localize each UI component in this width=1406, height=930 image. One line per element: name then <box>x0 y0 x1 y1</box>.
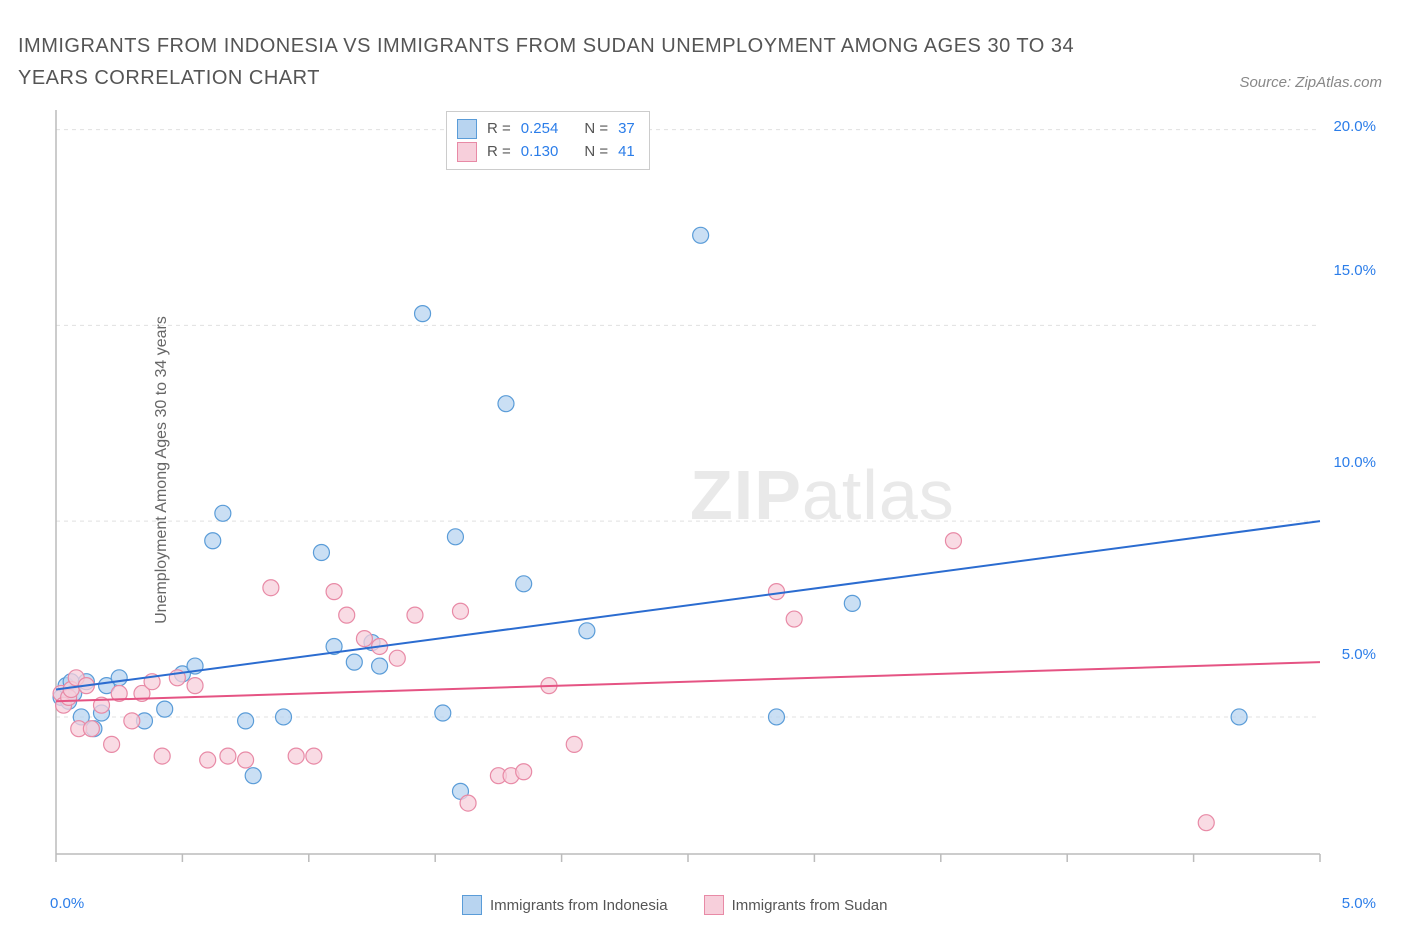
legend-row-indonesia: R = 0.254 N = 37 <box>457 118 635 141</box>
swatch-sudan <box>457 142 477 162</box>
legend-item-sudan: Immigrants from Sudan <box>704 895 888 915</box>
n-value-sudan: 41 <box>618 141 635 164</box>
r-label-indonesia: R = <box>487 118 511 141</box>
y-tick-5: 5.0% <box>1342 646 1376 663</box>
swatch-sudan-bottom <box>704 895 724 915</box>
legend-label-sudan: Immigrants from Sudan <box>732 897 888 914</box>
r-value-indonesia: 0.254 <box>521 118 559 141</box>
y-tick-15: 15.0% <box>1333 262 1376 279</box>
x-tick-right: 5.0% <box>1342 895 1376 912</box>
y-tick-10: 10.0% <box>1333 454 1376 471</box>
scatter-svg <box>52 108 1380 868</box>
r-label-sudan: R = <box>487 141 511 164</box>
y-tick-20: 20.0% <box>1333 118 1376 135</box>
swatch-indonesia-bottom <box>462 895 482 915</box>
legend-label-indonesia: Immigrants from Indonesia <box>490 897 668 914</box>
n-value-indonesia: 37 <box>618 118 635 141</box>
n-label-sudan: N = <box>584 141 608 164</box>
x-tick-left: 0.0% <box>50 895 84 912</box>
swatch-indonesia <box>457 119 477 139</box>
n-label-indonesia: N = <box>584 118 608 141</box>
chart-title: IMMIGRANTS FROM INDONESIA VS IMMIGRANTS … <box>18 30 1138 94</box>
legend-row-sudan: R = 0.130 N = 41 <box>457 141 635 164</box>
legend-item-indonesia: Immigrants from Indonesia <box>462 895 668 915</box>
source-label: Source: ZipAtlas.com <box>1239 74 1382 91</box>
correlation-legend: R = 0.254 N = 37 R = 0.130 N = 41 <box>446 111 650 170</box>
r-value-sudan: 0.130 <box>521 141 559 164</box>
series-legend: Immigrants from Indonesia Immigrants fro… <box>462 895 887 915</box>
plot-area <box>52 108 1380 868</box>
